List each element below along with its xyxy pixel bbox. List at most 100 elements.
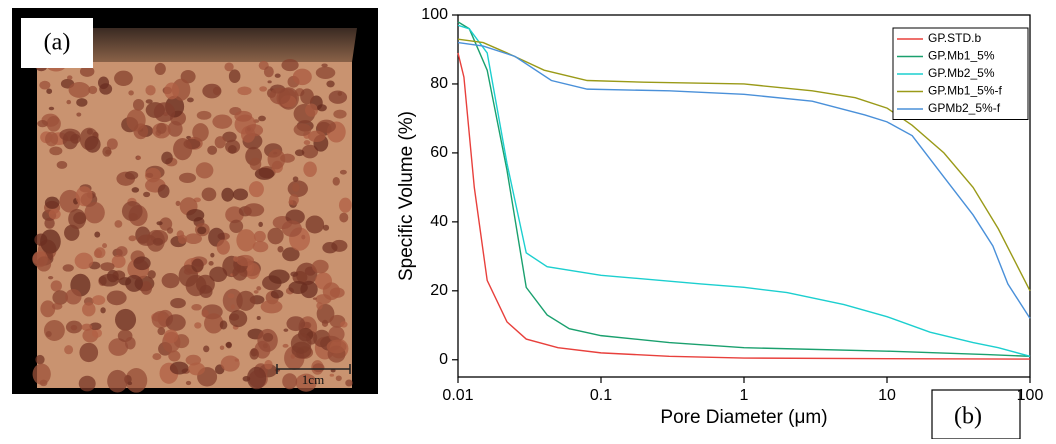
pore: [66, 99, 72, 105]
pore: [176, 230, 185, 239]
pore: [78, 375, 96, 392]
pore: [316, 301, 323, 310]
pore: [225, 341, 232, 349]
pore: [322, 282, 341, 301]
pore: [293, 123, 312, 137]
pore: [98, 273, 120, 287]
pore: [152, 122, 171, 139]
pore: [267, 149, 286, 170]
pore: [153, 102, 176, 123]
pore: [329, 373, 335, 377]
pore: [125, 336, 136, 350]
x-tick-label: 0.01: [442, 387, 473, 404]
pore: [65, 289, 82, 305]
pore: [312, 363, 325, 373]
pore: [132, 98, 145, 111]
pore: [62, 264, 74, 272]
label-box: [931, 389, 1021, 440]
pore: [100, 307, 106, 314]
pore: [208, 261, 214, 266]
pore: [147, 270, 156, 279]
panel-label: (a): [44, 30, 71, 56]
pore: [48, 106, 55, 111]
pore: [168, 350, 181, 362]
pore: [45, 131, 59, 147]
pore: [253, 290, 259, 294]
pore: [268, 269, 290, 284]
pore: [290, 333, 312, 354]
pore: [131, 187, 140, 193]
pore: [152, 237, 164, 246]
pore: [333, 109, 347, 119]
pore: [128, 90, 134, 96]
pore: [116, 246, 128, 257]
pore: [274, 73, 281, 78]
pore: [303, 321, 312, 329]
pore: [125, 368, 148, 393]
pore: [328, 326, 345, 343]
pore: [236, 290, 256, 311]
pore: [197, 226, 207, 235]
pore: [228, 69, 241, 83]
pore: [264, 359, 273, 370]
pore: [79, 342, 99, 363]
pore: [35, 354, 45, 365]
pore: [192, 123, 209, 142]
pore: [303, 140, 311, 146]
pore: [157, 184, 170, 198]
pore: [270, 289, 284, 299]
pore: [39, 80, 51, 90]
pore: [133, 256, 151, 271]
pore: [100, 262, 115, 271]
x-tick-label: 0.1: [590, 387, 612, 404]
pore: [295, 373, 317, 392]
pore: [74, 252, 94, 270]
pore: [220, 355, 240, 372]
pore: [222, 288, 243, 313]
pore: [345, 379, 353, 387]
pore: [191, 258, 204, 273]
y-tick-label: 20: [430, 282, 448, 299]
pore: [145, 99, 153, 104]
pore: [260, 299, 283, 314]
pore: [188, 362, 206, 376]
pore: [290, 271, 299, 277]
pore: [128, 235, 137, 242]
pore: [106, 138, 118, 150]
pore: [145, 172, 154, 178]
pore: [43, 319, 65, 341]
pore: [322, 242, 338, 254]
pore: [108, 338, 129, 356]
pore: [65, 320, 83, 334]
pore: [305, 215, 325, 234]
pore: [340, 321, 348, 328]
pore: [232, 265, 248, 281]
series-line: [457, 21, 1031, 358]
pore: [165, 314, 186, 331]
pore: [187, 97, 194, 103]
pore: [44, 217, 55, 229]
pore: [311, 259, 329, 274]
pore: [294, 149, 305, 157]
x-tick-label: 1: [740, 387, 749, 404]
pore: [315, 66, 336, 79]
x-tick-label: 100: [1017, 387, 1044, 404]
pore: [243, 203, 265, 217]
pore: [169, 361, 189, 375]
pore: [282, 247, 300, 262]
pore: [84, 136, 101, 153]
pore: [185, 380, 192, 386]
photo-panel: (a) 1cm: [12, 8, 378, 394]
pore: [237, 86, 252, 96]
pore: [253, 230, 266, 243]
panel-label: (b): [954, 404, 982, 430]
pore: [195, 162, 214, 179]
pore: [106, 290, 127, 306]
pore: [48, 275, 54, 280]
pore: [49, 146, 63, 156]
pore: [166, 227, 174, 234]
pore: [201, 187, 217, 202]
pore: [322, 224, 330, 231]
pore: [89, 322, 102, 330]
